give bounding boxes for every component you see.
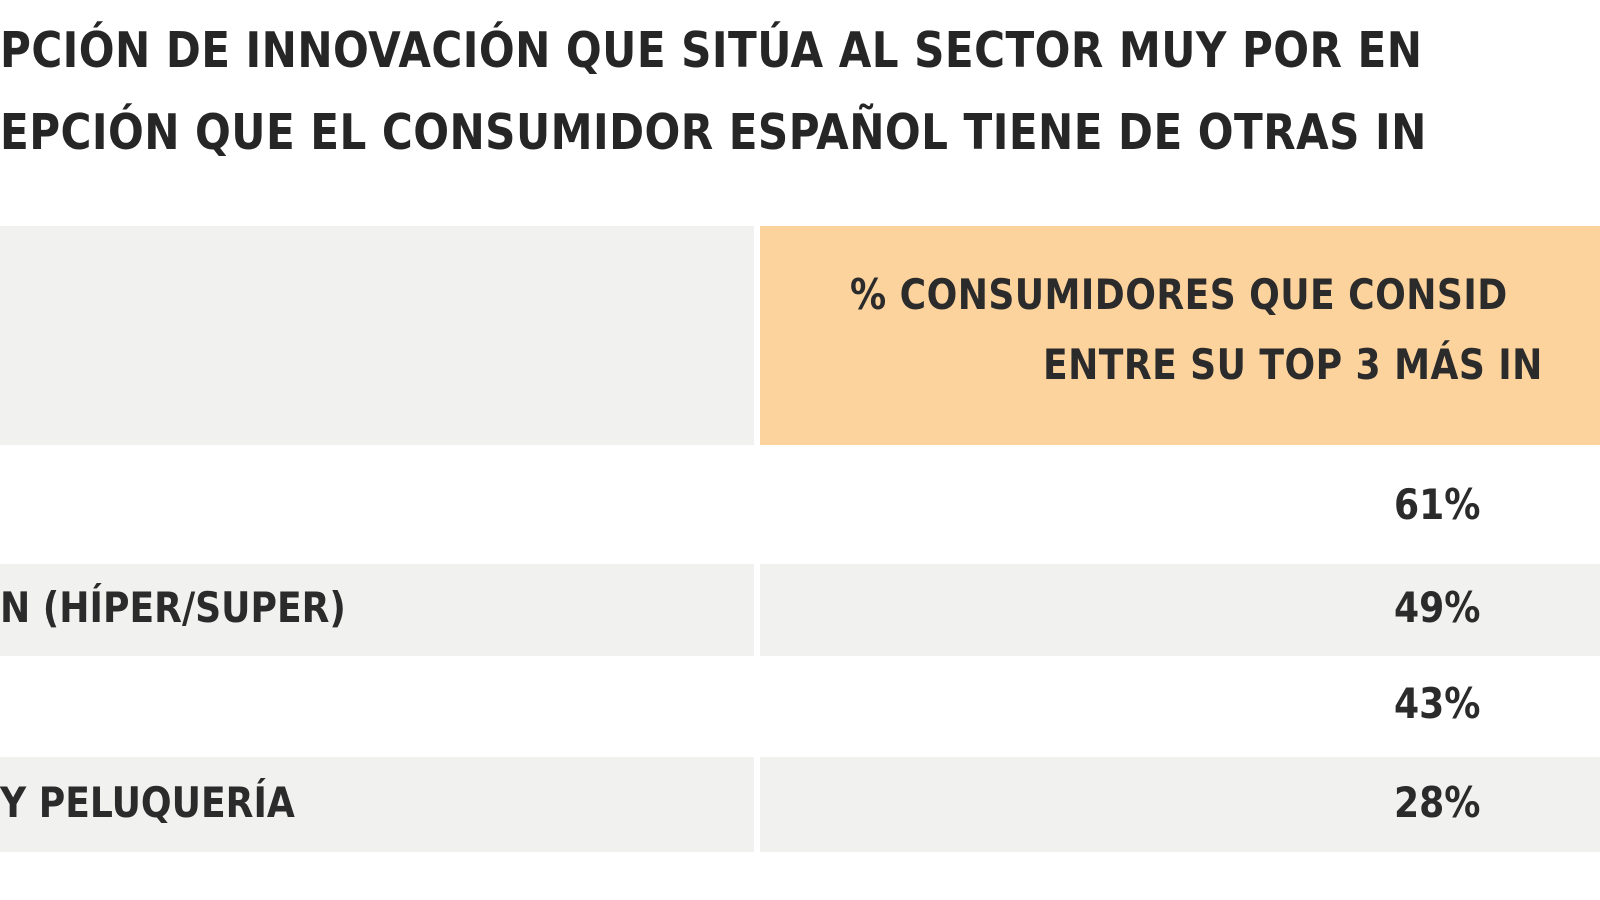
chart-title-line-1: PCIÓN DE INNOVACIÓN QUE SITÚA AL SECTOR … — [0, 22, 1423, 79]
chart-title-line-2: EPCIÓN QUE EL CONSUMIDOR ESPAÑOL TIENE D… — [0, 104, 1427, 161]
column-header-line-2: ENTRE SU TOP 3 MÁS IN — [1043, 340, 1543, 389]
table-row-value-cell — [760, 564, 1600, 656]
table-row-value: 28% — [1394, 778, 1481, 827]
header-cell-value-column — [760, 226, 1600, 445]
table-row-value: 61% — [1394, 480, 1481, 529]
table-row-label: Y PELUQUERÍA — [0, 778, 295, 827]
table-row-value: 43% — [1394, 679, 1481, 728]
table-row-label-cell — [0, 757, 754, 852]
table-row-label-cell — [0, 455, 754, 558]
header-cell-label-column — [0, 226, 754, 445]
table-row-value: 49% — [1394, 583, 1481, 632]
column-header-line-1: % CONSUMIDORES QUE CONSID — [850, 270, 1508, 319]
table-row-value-cell — [760, 757, 1600, 852]
table-row-label: N (HÍPER/SUPER) — [0, 583, 346, 632]
table-row-label-cell — [0, 564, 754, 656]
table-row-label-cell — [0, 660, 754, 752]
